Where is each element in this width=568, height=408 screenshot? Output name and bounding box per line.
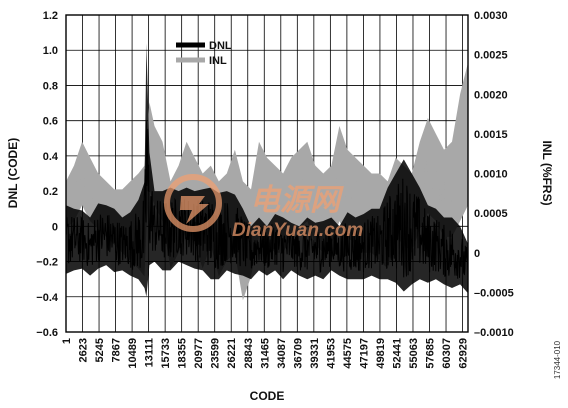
legend: DNL INL	[176, 40, 232, 67]
x-axis-tick-label: 52441	[391, 338, 403, 369]
right-axis-tick-label: 0.0030	[474, 10, 508, 22]
watermark-cn-text: 电源网	[250, 184, 344, 217]
watermark-bolt-icon	[180, 196, 209, 224]
watermark-en-text: DianYuan.com	[232, 220, 363, 241]
x-axis-tick-label: 26221	[226, 338, 238, 369]
left-axis-ticks: −0.6 −0.4 −0.2 0 0.2 0.4 0.6 0.8 1.0 1.2	[36, 10, 59, 339]
left-axis-tick-label: 1.2	[43, 10, 58, 22]
left-axis-tick-label: −0.6	[36, 327, 58, 339]
x-axis-tick-label: 41953	[325, 338, 337, 369]
legend-label-inl: INL	[209, 55, 227, 67]
right-axis-tick-label: 0.0020	[474, 89, 508, 101]
right-axis-tick-label: –0.0010	[474, 327, 514, 339]
x-axis-tick-label: 47197	[358, 338, 370, 369]
legend-label-dnl: DNL	[209, 40, 232, 52]
x-axis-tick-label: 15733	[160, 338, 172, 369]
x-axis-tick-label: 10489	[127, 338, 139, 369]
x-axis-tick-label: 1	[61, 338, 73, 344]
watermark-logo: 电源网 DianYuan.com	[164, 174, 363, 241]
right-axis-tick-label: 0.0025	[474, 50, 508, 62]
left-axis-tick-label: 0.6	[43, 116, 58, 128]
x-axis-tick-label: 7867	[111, 338, 123, 362]
left-axis-tick-label: −0.2	[36, 257, 58, 269]
right-axis-ticks: –0.0010 –0.0005 0 0.0005 0.0010 0.0015 0.0020 0…	[474, 10, 514, 339]
x-axis-tick-label: 44575	[342, 338, 354, 369]
watermark-ring	[164, 174, 222, 232]
x-axis-ticks: 1 2623 5245 7867 10489 13111 15733 18355 20977 23…	[61, 338, 470, 369]
series-dnl	[66, 43, 468, 297]
right-axis-tick-label: 0.0010	[474, 169, 508, 181]
x-axis-tick-label: 13111	[144, 338, 156, 367]
series-layer	[66, 43, 468, 301]
x-axis-tick-label: 31465	[259, 338, 271, 369]
x-axis-tick-label: 2623	[78, 338, 90, 362]
x-axis-tick-label: 18355	[177, 338, 189, 369]
left-axis-tick-label: −0.4	[36, 292, 59, 304]
right-axis-tick-label: –0.0005	[474, 287, 514, 299]
x-axis-tick-label: 49819	[375, 338, 387, 369]
x-axis-tick-label: 62929	[458, 338, 470, 369]
x-axis-tick-label: 23599	[210, 338, 222, 369]
figure-id: 17344-010	[553, 340, 562, 379]
right-axis-title: INL (%FRS)	[540, 140, 554, 205]
x-axis-tick-label: 55063	[408, 338, 420, 369]
x-axis-tick-label: 34087	[276, 338, 288, 369]
x-axis-tick-label: 5245	[94, 338, 106, 362]
series-trace-dnl	[66, 121, 468, 279]
left-axis-tick-label: 0.8	[43, 80, 58, 92]
left-axis-title: DNL (CODE)	[6, 138, 20, 208]
right-axis-tick-label: 0.0015	[474, 129, 508, 141]
right-axis-tick-label: 0.0005	[474, 208, 508, 220]
left-axis-tick-label: 0	[52, 221, 58, 233]
x-axis-tick-label: 36709	[292, 338, 304, 369]
x-axis-tick-label: 60307	[441, 338, 453, 369]
x-axis-tick-label: 20977	[193, 338, 205, 369]
left-axis-tick-label: 1.0	[43, 45, 58, 57]
x-axis-tick-label: 57685	[425, 338, 437, 369]
plot-frame	[65, 14, 469, 333]
x-axis-title: CODE	[250, 389, 285, 403]
x-axis-tick-label: 28843	[243, 338, 255, 369]
left-axis-tick-label: 0.2	[43, 186, 58, 198]
left-axis-tick-label: 0.4	[43, 151, 59, 163]
right-axis-tick-label: 0	[474, 248, 480, 260]
x-axis-tick-label: 39331	[309, 338, 321, 369]
